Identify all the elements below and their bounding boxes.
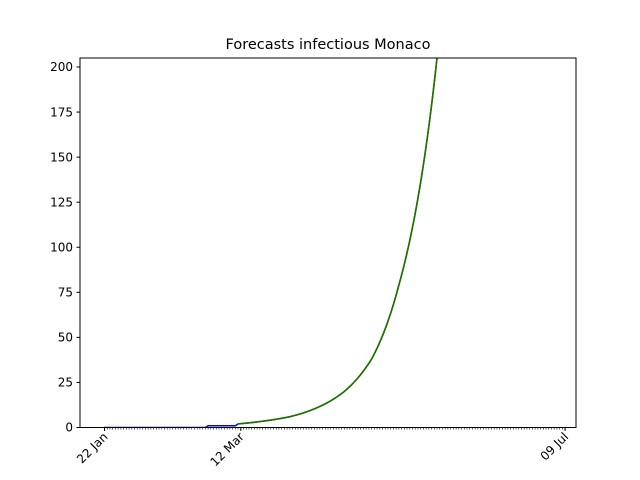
plot-area: 0 25 50 75 100 125 150 175 200 22 Jan 12 Mar 09 Jul <box>50 58 571 469</box>
y-tick-label: 200 <box>50 60 73 74</box>
series-line-3 <box>238 58 438 425</box>
y-tick-label: 50 <box>58 331 73 345</box>
x-tick-label: 09 Jul <box>538 430 572 464</box>
y-tick-label: 125 <box>50 195 73 209</box>
y-tick-label: 25 <box>58 376 73 390</box>
x-tick-label: 12 Mar <box>208 430 247 469</box>
y-tick-label: 175 <box>50 105 73 119</box>
y-tick-label: 0 <box>65 421 73 435</box>
chart-title: Forecasts infectious Monaco <box>226 37 431 53</box>
y-tick-label: 100 <box>50 240 73 254</box>
x-tick-label: 22 Jan <box>74 430 110 466</box>
plot-frame <box>79 57 577 428</box>
series-line-1 <box>104 423 239 428</box>
y-tick-label: 75 <box>58 286 73 300</box>
series-line-2 <box>237 58 438 425</box>
y-tick-label: 150 <box>50 150 73 164</box>
